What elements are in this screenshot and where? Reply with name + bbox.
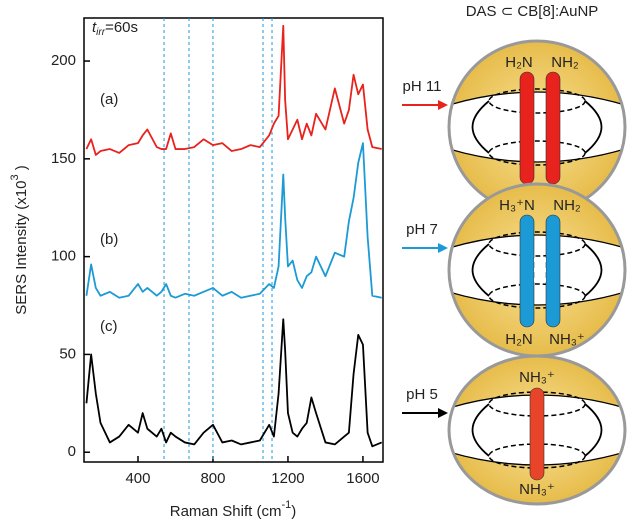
x-axis-label: Raman Shift (cm-1) [170, 499, 296, 520]
curve-label: (c) [100, 318, 118, 335]
curve-label: (b) [100, 231, 118, 248]
ring-side [471, 243, 603, 297]
group-label: NH₂ [551, 54, 579, 71]
ph-label: pH 11 [403, 78, 442, 95]
group-label: H₂N [505, 331, 533, 348]
molecule [529, 387, 545, 481]
y-label-sup: 3 [9, 174, 21, 180]
arrow-head [438, 408, 448, 418]
x-label-end: ) [291, 503, 296, 520]
y-label-main: SERS Intensity (x10 [13, 181, 30, 315]
y-tick-label: 150 [51, 150, 76, 167]
group-label: NH₃⁺ [519, 369, 555, 386]
x-label-main: Raman Shift (cm [170, 503, 282, 520]
ph-label: pH 7 [406, 221, 438, 238]
molecule [545, 71, 561, 185]
ph-label: pH 5 [406, 386, 438, 403]
spectrum-line [85, 318, 383, 448]
plot-frame [83, 17, 384, 463]
h-bond [534, 278, 546, 282]
diagram-title: DAS ⊂ CB[8]:AuNP [466, 3, 599, 20]
y-tick-label: 100 [51, 248, 76, 265]
group-label: NH₂ [553, 197, 581, 214]
x-tick-label: 1600 [346, 470, 379, 487]
molecule [519, 71, 535, 185]
x-tick-label: 400 [125, 470, 150, 487]
arrow-head [438, 243, 448, 253]
y-tick-label: 50 [59, 345, 76, 362]
x-label-sup: -1 [281, 499, 291, 511]
y-tick-label: 0 [68, 443, 76, 460]
h-bond [534, 268, 546, 272]
ring-side [471, 403, 603, 457]
particle-outline [447, 354, 627, 506]
y-label-end: ) [13, 165, 30, 174]
arrow-head [438, 100, 448, 110]
group-label: NH₃⁺ [519, 481, 555, 498]
molecule [545, 214, 561, 328]
annotation-sub: irr [96, 27, 106, 38]
group-label: H₃⁺N [499, 197, 535, 214]
annotation-t: t [92, 19, 97, 36]
molecule [519, 214, 535, 328]
group-label: NH₃⁺ [549, 331, 585, 348]
x-tick-label: 800 [200, 470, 225, 487]
annotation-rest: =60s [105, 19, 138, 36]
ring-side [471, 100, 603, 154]
x-tick-label: 1200 [271, 470, 304, 487]
curve-label: (a) [100, 91, 118, 108]
group-label: H₂N [505, 54, 533, 71]
y-axis-label: SERS Intensity (x103 ) [9, 165, 30, 315]
spectrum-line [85, 24, 382, 156]
y-tick-label: 200 [51, 52, 76, 69]
spectrum-line [85, 142, 382, 299]
gap [449, 91, 625, 163]
h-bond [534, 258, 546, 262]
annotation: tirr=60s [92, 19, 138, 38]
